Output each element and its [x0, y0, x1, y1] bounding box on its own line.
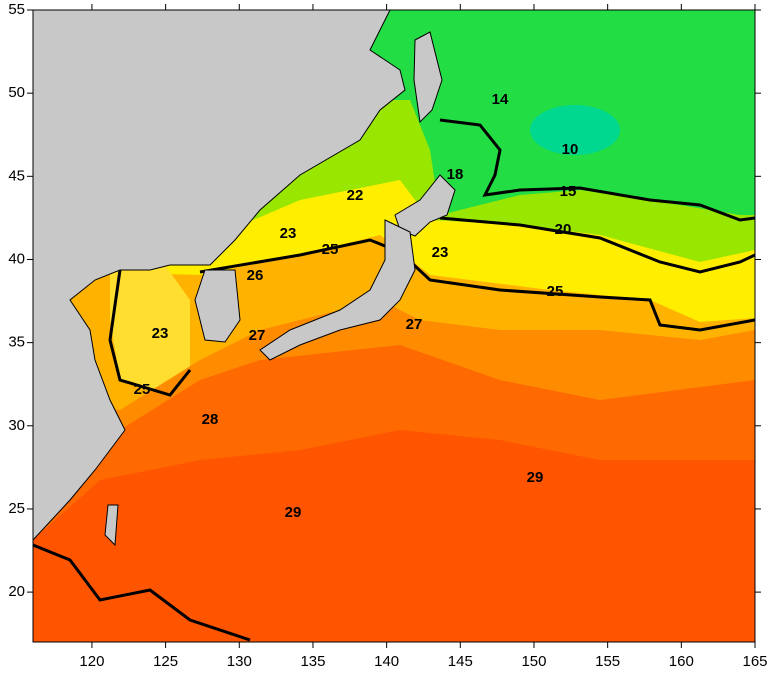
- x-tick-label: 120: [79, 653, 104, 670]
- contour-label: 23: [280, 225, 297, 242]
- x-tick-label: 125: [153, 653, 178, 670]
- x-tick-label: 150: [521, 653, 546, 670]
- y-tick-label: 45: [8, 167, 25, 184]
- frame: [32, 9, 756, 643]
- contour-label: 23: [432, 244, 449, 261]
- y-tick-label: 35: [8, 334, 25, 351]
- map-area: [33, 10, 755, 642]
- zone-yellow-sea: [110, 265, 190, 395]
- contour-label: 25: [134, 381, 151, 398]
- y-tick-label: 55: [8, 1, 25, 18]
- contour-label: 27: [249, 327, 266, 344]
- zone-10: [530, 105, 620, 155]
- zone-29: [33, 430, 755, 642]
- x-tick-label: 165: [742, 653, 767, 670]
- x-tick-label: 145: [448, 653, 473, 670]
- contour-label: 18: [447, 166, 464, 183]
- thick-contours: [33, 118, 755, 642]
- contour-label: 25: [322, 241, 339, 258]
- contour-label: 20: [555, 221, 572, 238]
- contour-label: 10: [562, 141, 579, 158]
- contour-label: 27: [406, 316, 423, 333]
- x-tick-label: 130: [227, 653, 252, 670]
- contour-label: 29: [285, 504, 302, 521]
- contour-label: 23: [152, 325, 169, 342]
- y-tick-label: 25: [8, 500, 25, 517]
- y-tick-label: 20: [8, 583, 25, 600]
- x-tick-label: 160: [669, 653, 694, 670]
- x-tick-label: 140: [374, 653, 399, 670]
- contour-label: 29: [527, 469, 544, 486]
- x-tick-label: 135: [300, 653, 325, 670]
- contour-label: 22: [347, 187, 364, 204]
- y-tick-label: 50: [8, 84, 25, 101]
- contour-label: 28: [202, 411, 219, 428]
- contour-label: 14: [492, 91, 509, 108]
- land: [33, 10, 456, 547]
- contour-label: 25: [547, 283, 564, 300]
- contour-label: 26: [247, 267, 264, 284]
- y-tick-label: 30: [8, 417, 25, 434]
- y-tick-label: 40: [8, 250, 25, 267]
- contour-label: 15: [560, 183, 577, 200]
- x-tick-label: 155: [595, 653, 620, 670]
